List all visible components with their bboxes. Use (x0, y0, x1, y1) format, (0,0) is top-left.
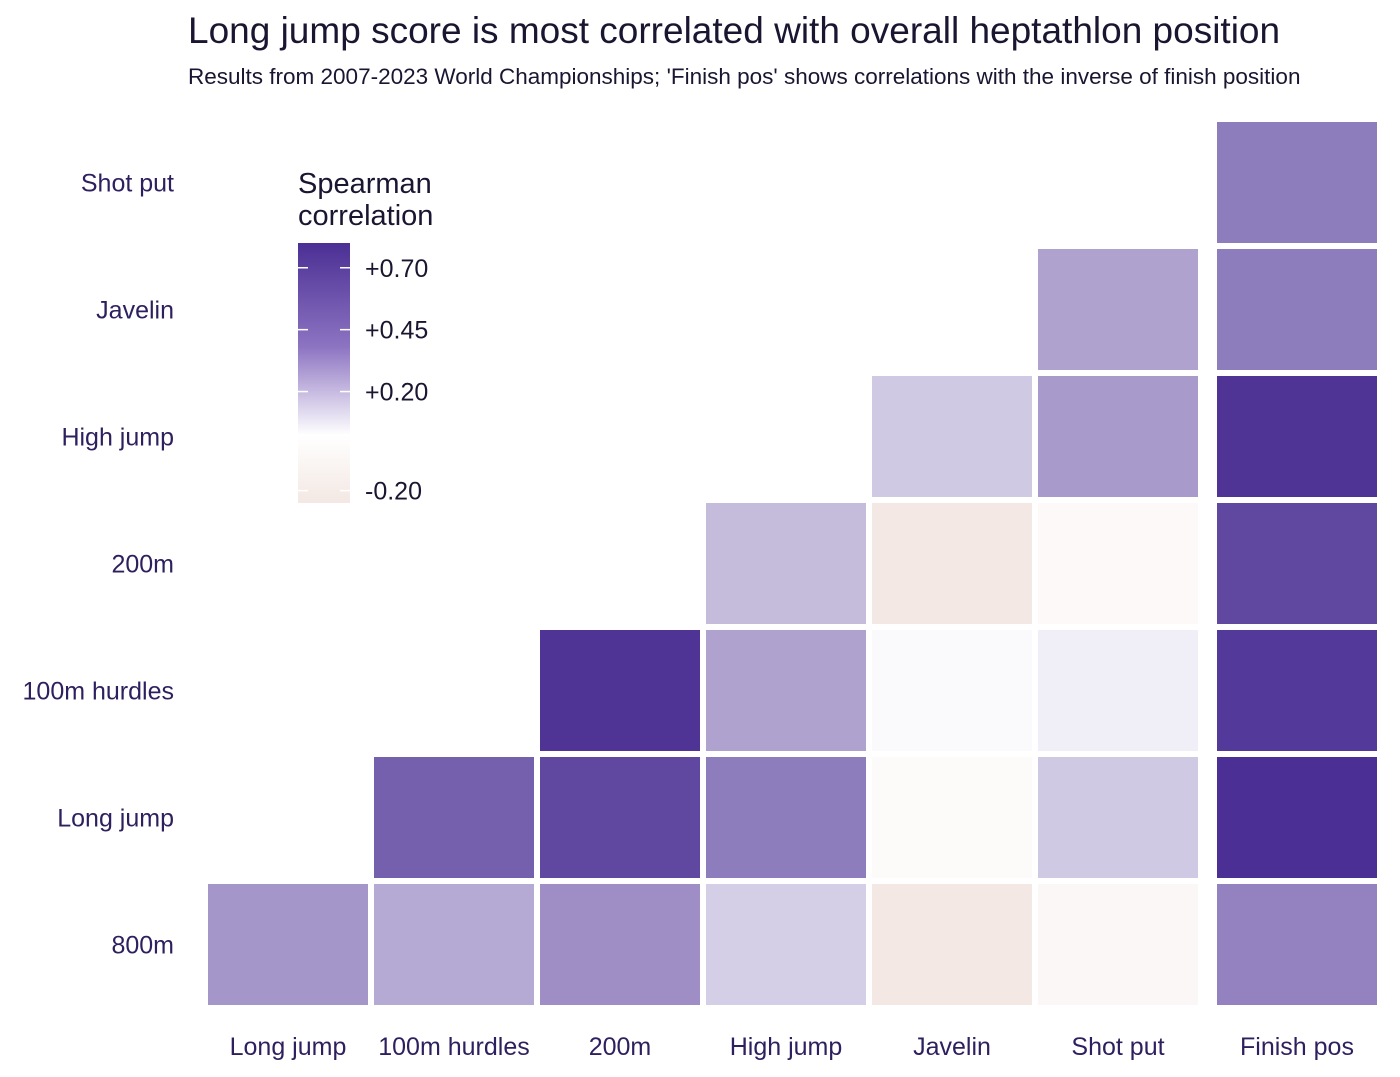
heatmap-cell-5-6 (1217, 757, 1377, 878)
heatmap-cell-4-4 (872, 630, 1032, 751)
heatmap-cell-1-5 (1038, 249, 1198, 370)
y-label-0: Shot put (81, 170, 174, 198)
heatmap-cell-4-2 (540, 630, 700, 751)
y-label-6: 800m (111, 932, 174, 960)
heatmap-cell-0-6 (1217, 122, 1377, 243)
legend-colorbar (298, 243, 350, 503)
heatmap-cell-4-3 (706, 630, 866, 751)
x-label-3: High jump (730, 1033, 843, 1061)
x-label-2: 200m (589, 1033, 652, 1061)
heatmap-cell-5-2 (540, 757, 700, 878)
y-label-4: 100m hurdles (23, 678, 174, 706)
y-label-2: High jump (61, 424, 174, 452)
heatmap-cell-3-6 (1217, 503, 1377, 624)
x-label-6: Finish pos (1240, 1033, 1354, 1061)
heatmap-cell-6-5 (1038, 884, 1198, 1005)
heatmap-cell-2-4 (872, 376, 1032, 497)
legend-tick-label-3: -0.20 (365, 478, 422, 506)
heatmap-cell-3-5 (1038, 503, 1198, 624)
legend-ticks: +0.70 +0.45 +0.20 -0.20 (298, 255, 428, 506)
color-legend: Spearman correlation +0.70 +0.45 +0.20 -0.2… (298, 168, 433, 506)
y-label-1: Javelin (96, 297, 174, 325)
heatmap-cell-5-5 (1038, 757, 1198, 878)
heatmap-cell-3-4 (872, 503, 1032, 624)
legend-title-line1: Spearman (298, 168, 432, 200)
heatmap-cells (208, 122, 1377, 1005)
y-axis-labels: Shot put Javelin High jump 200m 100m hurdles… (23, 170, 175, 960)
x-label-1: 100m hurdles (378, 1033, 529, 1061)
x-label-4: Javelin (913, 1033, 991, 1061)
x-axis-labels: Long jump 100m hurdles 200m High jump Javeli… (230, 1033, 1354, 1061)
legend-tick-label-0: +0.70 (365, 255, 428, 283)
heatmap-cell-6-3 (706, 884, 866, 1005)
chart-title: Long jump score is most correlated with … (188, 10, 1281, 51)
legend-tick-label-2: +0.20 (365, 379, 428, 407)
heatmap-cell-6-6 (1217, 884, 1377, 1005)
x-label-0: Long jump (230, 1033, 347, 1061)
heatmap-cell-6-1 (374, 884, 534, 1005)
y-label-3: 200m (111, 551, 174, 579)
x-label-5: Shot put (1071, 1033, 1164, 1061)
heatmap-cell-5-3 (706, 757, 866, 878)
heatmap-cell-2-6 (1217, 376, 1377, 497)
heatmap-cell-5-4 (872, 757, 1032, 878)
legend-title-line2: correlation (298, 200, 433, 232)
heatmap-cell-3-3 (706, 503, 866, 624)
chart-subtitle: Results from 2007-2023 World Championshi… (188, 64, 1301, 89)
heatmap-cell-1-6 (1217, 249, 1377, 370)
heatmap-cell-6-0 (208, 884, 368, 1005)
heatmap-cell-6-2 (540, 884, 700, 1005)
heatmap-cell-5-1 (374, 757, 534, 878)
heatmap-cell-4-6 (1217, 630, 1377, 751)
heatmap-cell-4-5 (1038, 630, 1198, 751)
y-label-5: Long jump (57, 805, 174, 833)
legend-tick-label-1: +0.45 (365, 317, 428, 345)
heatmap-cell-6-4 (872, 884, 1032, 1005)
heatmap-cell-2-5 (1038, 376, 1198, 497)
